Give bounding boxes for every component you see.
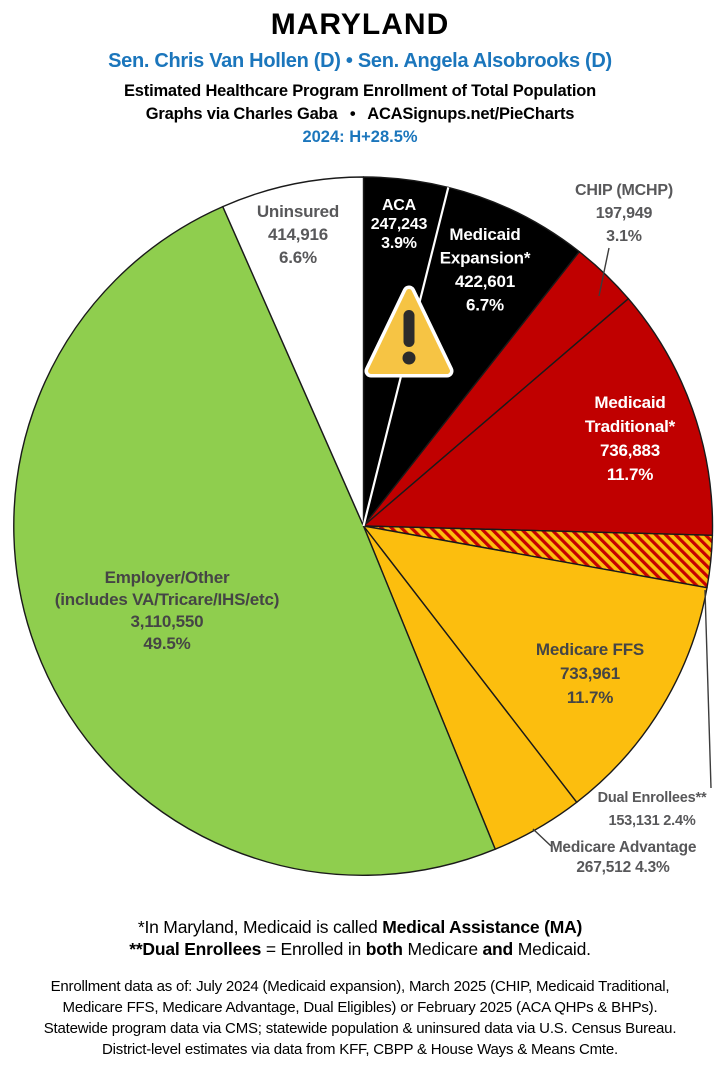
pie-label-employer-other: 3,110,550 (131, 612, 204, 631)
header: MARYLAND Sen. Chris Van Hollen (D) • Sen… (0, 8, 720, 149)
callout-line-chip-mchp (598, 247, 610, 297)
pie-label-uninsured: 6.6% (279, 248, 317, 267)
pie-label-medicaid-traditional: 11.7% (607, 465, 653, 484)
footnotes: *In Maryland, Medicaid is called Medical… (0, 916, 720, 960)
source-note: Enrollment data as of: July 2024 (Medica… (0, 976, 720, 1060)
pie-label-chip-mchp: 3.1% (606, 228, 642, 245)
pie-label-aca: ACA (382, 197, 417, 214)
page-title: MARYLAND (270, 8, 450, 41)
pie-label-medicaid-traditional: Traditional* (585, 417, 676, 436)
pie-label-medicaid-traditional: 736,883 (600, 441, 660, 460)
pie-label-uninsured: Uninsured (257, 202, 339, 221)
pie-label-medicaid-expansion: Medicaid (449, 225, 520, 244)
source-line: Medicare FFS, Medicare Advantage, Dual E… (62, 999, 658, 1016)
pie-slice-medicaid-traditional (362, 298, 714, 536)
source-line: Statewide program data via CMS; statewid… (43, 1020, 677, 1037)
pie-label-chip-mchp: CHIP (MCHP) (575, 182, 673, 199)
pie-label-employer-other: (includes VA/Tricare/IHS/etc) (55, 590, 279, 609)
partisan-lean: 2024: H+28.5% (302, 128, 418, 146)
pie-label-dual-enrollees: Dual Enrollees** (598, 790, 707, 806)
pie-slice-employer-other (13, 205, 496, 876)
footnote-line-2: **Dual Enrollees = Enrolled in both Medi… (129, 939, 591, 959)
pie-slice-medicaid-expansion (362, 186, 580, 527)
pie-label-medicare-advantage: Medicare Advantage (550, 839, 697, 856)
warning-icon (364, 285, 454, 378)
pie-label-medicare-ffs: 11.7% (567, 688, 613, 707)
source-line: Enrollment data as of: July 2024 (Medica… (50, 978, 670, 995)
senators-line: Sen. Chris Van Hollen (D) • Sen. Angela … (108, 50, 612, 72)
pie-label-medicaid-expansion: Expansion* (440, 249, 531, 268)
pie-label-chip-mchp: 197,949 (596, 205, 653, 222)
pie-slice-uninsured (222, 176, 365, 527)
pie-label-aca: 3.9% (381, 235, 417, 252)
pie-slice-medicare-ffs (362, 525, 708, 803)
footnote-line-1: *In Maryland, Medicaid is called Medical… (137, 917, 583, 937)
pie-label-employer-other: Employer/Other (105, 568, 230, 587)
chart-subtitle: Estimated Healthcare Program Enrollment … (124, 82, 596, 100)
source-line: District-level estimates via data from K… (102, 1041, 618, 1058)
credit-line: Graphs via Charles Gaba • ACASignups.net… (145, 105, 575, 123)
pie-label-uninsured: 414,916 (268, 225, 328, 244)
pie-label-medicaid-expansion: 6.7% (466, 296, 504, 315)
callout-line-dual-enrollees (704, 589, 712, 789)
pie-label-aca: 247,243 (371, 216, 428, 233)
callout-line-medicare-advantage (532, 828, 552, 847)
pie-label-medicaid-traditional: Medicaid (594, 393, 665, 412)
pie-label-medicaid-expansion: 422,601 (455, 272, 515, 291)
pie-label-medicare-ffs: 733,961 (560, 664, 620, 683)
pie-label-dual-enrollees: 153,131 2.4% (608, 813, 695, 829)
pie-label-employer-other: 49.5% (143, 634, 190, 653)
pie-label-medicare-advantage: 267,512 4.3% (576, 859, 670, 876)
pie-label-medicare-ffs: Medicare FFS (536, 640, 644, 659)
